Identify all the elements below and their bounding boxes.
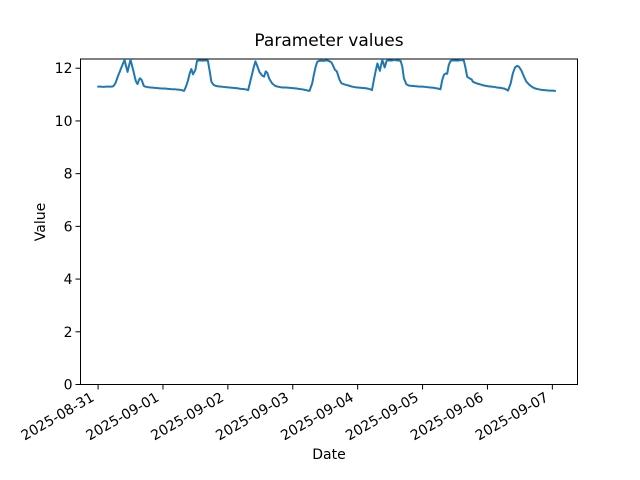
x-tick-label: 2025-09-02 <box>148 390 226 445</box>
y-tick-label: 4 <box>64 272 73 288</box>
y-tick-label: 0 <box>64 378 73 394</box>
x-axis-label: Date <box>312 447 346 463</box>
x-tick-label: 2025-09-04 <box>278 390 357 445</box>
chart-title: Parameter values <box>254 31 404 51</box>
x-tick-label: 2025-09-05 <box>343 390 421 445</box>
x-tick-label: 2025-09-01 <box>83 390 161 445</box>
x-tick-label: 2025-09-07 <box>473 390 551 445</box>
data-line <box>97 58 557 92</box>
x-tick-label: 2025-09-06 <box>408 390 487 445</box>
x-tick-label: 2025-09-03 <box>213 390 291 445</box>
plot-border <box>80 58 578 385</box>
x-tick-label: 2025-08-31 <box>19 390 97 445</box>
y-tick-label: 6 <box>64 219 73 235</box>
y-tick-label: 10 <box>55 114 73 130</box>
y-tick-label: 12 <box>55 61 73 77</box>
y-tick-label: 2 <box>64 325 73 341</box>
y-tick-label: 8 <box>64 167 73 183</box>
